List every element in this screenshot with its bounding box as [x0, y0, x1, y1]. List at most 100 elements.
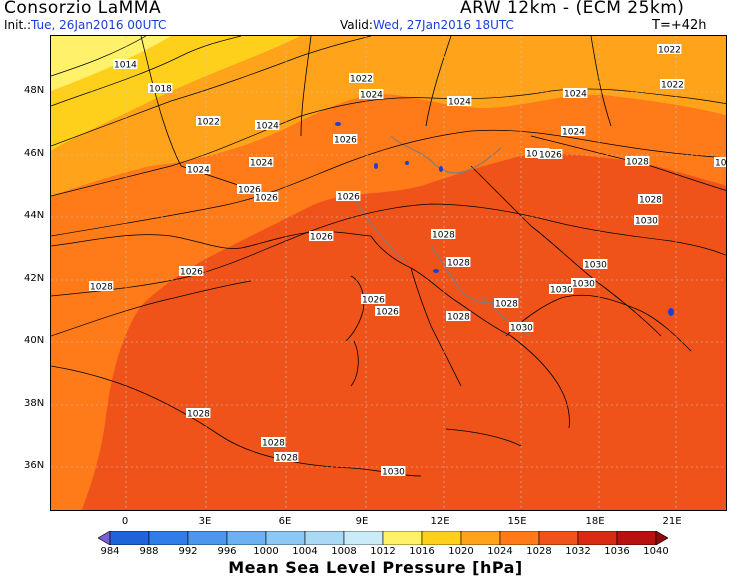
lat-label: 44N [24, 210, 45, 221]
isobar-label: 1024 [186, 164, 211, 176]
lat-label: 42N [24, 273, 45, 284]
svg-text:1030: 1030 [382, 468, 405, 478]
colorbar-label: 1028 [526, 546, 552, 557]
svg-text:1030: 1030 [572, 280, 595, 290]
band-1020-1024 [51, 36, 726, 196]
colorbar-swatch [382, 531, 423, 545]
svg-text:1030: 1030 [550, 286, 573, 296]
svg-text:1026: 1026 [376, 308, 399, 318]
forecast-step: T=+42h [652, 18, 707, 33]
italy-boundaries [350, 135, 532, 337]
isobar-label: 1024 [255, 120, 280, 132]
isobar-label: 1026 [179, 266, 204, 278]
isobar-label: 1028 [714, 157, 727, 169]
graticule [51, 36, 726, 510]
colorbar-swatch [577, 531, 618, 545]
svg-text:1026: 1026 [255, 194, 278, 204]
band-1024-1028 [51, 94, 726, 510]
lat-label: 40N [24, 335, 45, 346]
isobar-label: 1026 [538, 149, 563, 161]
svg-text:1026: 1026 [337, 193, 360, 203]
svg-text:1028: 1028 [639, 196, 662, 206]
svg-text:1024: 1024 [250, 159, 273, 169]
svg-text:1018: 1018 [149, 85, 172, 95]
svg-text:1024: 1024 [187, 166, 210, 176]
colorbar-swatch [109, 531, 150, 545]
colorbar-label: 988 [139, 546, 159, 557]
isobar-label: 1014 [113, 59, 138, 71]
colorbar-swatch [421, 531, 462, 545]
lat-label: 38N [24, 398, 45, 409]
model-title: ARW 12km - (ECM 25km) [460, 0, 685, 18]
isobar-label: 1022 [657, 44, 682, 56]
isobar-label: 1022 [660, 79, 685, 91]
isobar-label: 1024 [447, 96, 472, 108]
colorbar-label: 1008 [331, 546, 357, 557]
colorbar-swatch [460, 531, 501, 545]
init-label: Init.: [4, 18, 32, 32]
isobar-label: 1024 [525, 148, 550, 160]
colorbar-label: 1000 [253, 546, 279, 557]
colorbar-swatch [226, 531, 267, 545]
svg-text:1028: 1028 [90, 283, 113, 293]
isobar-label: 1028 [638, 194, 663, 206]
isobar-label: 1028 [261, 437, 286, 449]
valid-label: Valid: [340, 18, 373, 32]
svg-text:1024: 1024 [526, 150, 549, 160]
isobar-label: 1022 [349, 73, 374, 85]
colorbar-label: 996 [217, 546, 237, 557]
isobar-label: 1028 [446, 257, 471, 269]
colorbar-swatch [304, 531, 345, 545]
isobar-label: 1026 [309, 231, 334, 243]
colorbar [98, 531, 668, 545]
colorbar-label: 984 [100, 546, 120, 557]
svg-text:1022: 1022 [661, 81, 684, 91]
svg-text:1028: 1028 [262, 439, 285, 449]
svg-text:1022: 1022 [658, 46, 681, 56]
isobar-label: 1028 [431, 229, 456, 241]
colorbar-label: 1036 [604, 546, 630, 557]
colorbar-swatch [265, 531, 306, 545]
isobar-label: 1028 [446, 311, 471, 323]
lon-label: 15E [507, 516, 527, 527]
lon-label: 18E [585, 516, 605, 527]
init-value: Tue, 26Jan2016 00UTC [31, 18, 167, 32]
colorbar-label: 1016 [409, 546, 435, 557]
svg-text:1028: 1028 [275, 454, 298, 464]
lat-label: 36N [24, 460, 45, 471]
isobar-label: 1024 [249, 157, 274, 169]
svg-text:1028: 1028 [715, 159, 727, 169]
svg-text:1022: 1022 [350, 75, 373, 85]
svg-text:1030: 1030 [635, 217, 658, 227]
svg-text:1026: 1026 [238, 186, 261, 196]
isobar-label: 1030 [381, 466, 406, 478]
lon-label: 21E [662, 516, 682, 527]
lakes [335, 122, 674, 316]
svg-text:1026: 1026 [539, 151, 562, 161]
colorbar-swatch [499, 531, 540, 545]
isobar-label: 1026 [237, 184, 262, 196]
svg-text:1026: 1026 [180, 268, 203, 278]
lon-label: 12E [430, 516, 450, 527]
isobar-label: 1030 [549, 284, 574, 296]
svg-text:1026: 1026 [310, 233, 333, 243]
svg-text:1024: 1024 [360, 91, 383, 101]
colorbar-label: 1012 [370, 546, 396, 557]
organization-title: Consorzio LaMMA [4, 0, 162, 18]
isobar-label: 1026 [336, 191, 361, 203]
isobar-label: 1030 [583, 259, 608, 271]
isobar-label: 1026 [254, 192, 279, 204]
lon-label: 6E [278, 516, 292, 527]
isobar-label: 1026 [375, 306, 400, 318]
colorbar-swatch [655, 531, 668, 545]
colorbar-title: Mean Sea Level Pressure [hPa] [228, 558, 523, 577]
isobar-labels: 1014101810221022102410241024102610241026… [89, 44, 727, 478]
svg-text:1028: 1028 [447, 259, 470, 269]
isobar-label: 1028 [89, 281, 114, 293]
svg-text:1030: 1030 [584, 261, 607, 271]
colorbar-label: 1024 [487, 546, 513, 557]
lat-label: 46N [24, 148, 45, 159]
isobar-label: 1024 [561, 126, 586, 138]
isobar-label: 1030 [634, 215, 659, 227]
svg-text:1028: 1028 [626, 158, 649, 168]
